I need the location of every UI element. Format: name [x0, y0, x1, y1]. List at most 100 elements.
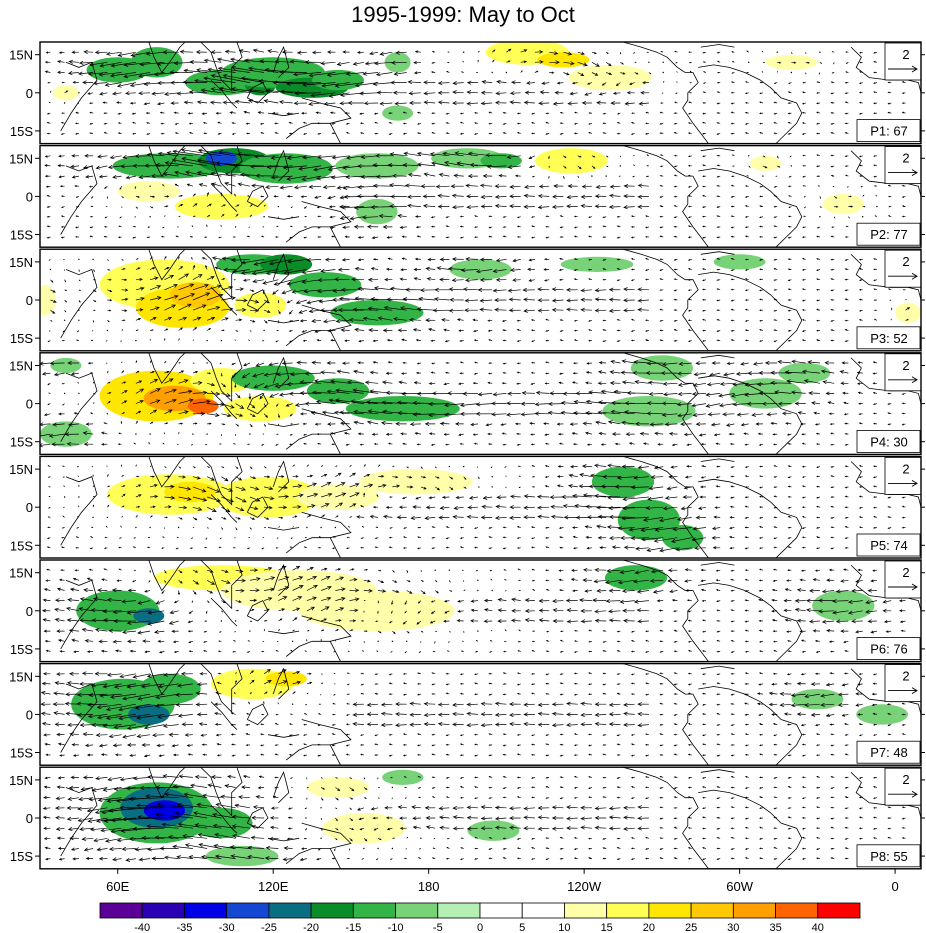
wind-vector	[566, 816, 578, 821]
wind-vector	[531, 361, 535, 364]
wind-vector	[545, 112, 550, 115]
wind-vector	[630, 630, 635, 633]
wind-vector	[107, 299, 113, 302]
wind-vector	[264, 576, 276, 581]
wind-vector	[429, 620, 436, 624]
wind-vector	[158, 651, 165, 654]
wind-vector	[230, 712, 236, 715]
wind-vector	[452, 81, 464, 86]
wind-vector	[251, 183, 265, 188]
wind-vector	[624, 401, 649, 406]
wind-vector	[602, 329, 607, 331]
wind-vector	[474, 754, 479, 757]
wind-vector	[630, 639, 635, 642]
wind-vector	[787, 442, 792, 445]
wind-vector	[830, 847, 835, 850]
wind-vector	[659, 235, 664, 238]
wind-vector	[566, 204, 578, 209]
coastline	[267, 216, 300, 220]
wind-vector	[844, 340, 849, 343]
wind-vector	[616, 858, 621, 861]
wind-vector	[702, 743, 706, 746]
wind-vector	[130, 51, 151, 57]
wind-vector	[67, 71, 79, 76]
wind-vector	[388, 754, 393, 757]
wind-vector	[348, 525, 350, 528]
wind-vector	[252, 372, 265, 378]
wind-vector	[235, 496, 247, 503]
wind-vector	[602, 122, 607, 125]
wind-vector	[263, 680, 272, 685]
wind-vector	[349, 807, 352, 811]
wind-vector	[406, 836, 409, 839]
wind-vector	[178, 431, 180, 435]
wind-vector	[873, 515, 878, 518]
wind-vector	[687, 225, 692, 228]
wind-vector	[303, 723, 307, 726]
wind-vector	[873, 485, 877, 488]
wind-vector	[646, 165, 649, 167]
wind-vector	[715, 589, 721, 592]
wind-vector	[633, 360, 649, 365]
wind-vector	[262, 279, 279, 285]
wind-vector	[602, 640, 607, 643]
wind-vector	[744, 806, 749, 809]
wind-vector	[44, 60, 51, 64]
wind-vector	[660, 102, 664, 104]
wind-vector	[447, 266, 464, 271]
wind-vector	[901, 702, 906, 705]
wind-vector	[580, 805, 592, 810]
wind-vector	[363, 483, 374, 488]
wind-vector	[488, 744, 493, 746]
wind-vector	[705, 403, 721, 408]
wind-vector	[164, 792, 193, 799]
wind-vector	[830, 733, 835, 736]
coastline	[850, 564, 921, 611]
wind-vector	[221, 285, 234, 291]
wind-vector	[79, 681, 94, 687]
vector-dot	[92, 516, 94, 519]
wind-vector	[531, 236, 535, 239]
wind-vector	[645, 754, 649, 757]
coastline	[210, 805, 238, 834]
wind-vector	[245, 723, 250, 726]
wind-vector	[801, 339, 806, 342]
wind-vector	[531, 847, 536, 849]
wind-vector	[449, 476, 454, 480]
wind-vector	[377, 630, 382, 634]
wind-vector	[424, 805, 436, 810]
wind-vector	[335, 492, 347, 498]
wind-vector	[178, 422, 184, 425]
wind-vector	[509, 825, 521, 830]
vector-dot	[92, 258, 94, 261]
wind-vector	[511, 608, 521, 613]
wind-vector	[545, 121, 550, 124]
wind-vector	[418, 651, 422, 653]
wind-vector	[320, 268, 336, 274]
wind-vector	[178, 338, 180, 341]
wind-vector	[616, 236, 621, 239]
wind-vector	[447, 51, 450, 53]
wind-vector	[63, 485, 65, 488]
vector-dot	[477, 579, 479, 581]
wind-vector	[887, 836, 892, 839]
wind-vector	[445, 796, 450, 799]
wind-vector	[630, 279, 635, 282]
wind-vector	[545, 640, 550, 642]
wind-vector	[194, 774, 208, 780]
wind-vector	[362, 71, 379, 76]
anomaly-blob	[822, 795, 864, 816]
anomaly-blob	[602, 396, 696, 427]
wind-vector	[445, 443, 450, 446]
wind-vector	[164, 466, 167, 468]
wind-vector	[662, 80, 665, 83]
wind-vector	[587, 82, 593, 85]
wind-vector	[716, 682, 721, 685]
wind-vector	[249, 608, 255, 612]
wind-vector	[531, 216, 535, 218]
wind-vector	[117, 112, 122, 115]
reference-vector-box: 2	[884, 249, 922, 288]
wind-vector	[789, 155, 792, 158]
wind-vector	[85, 743, 94, 748]
wind-vector	[844, 526, 849, 528]
